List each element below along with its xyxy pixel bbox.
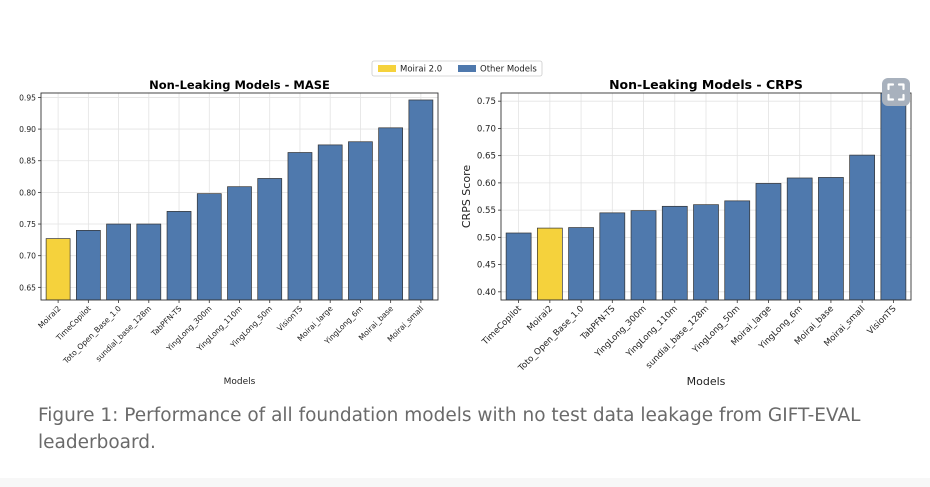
bar-moirai2 (536, 227, 563, 300)
y-tick-label: 0.65 (19, 283, 36, 292)
bottom-divider (0, 478, 930, 487)
y-tick-label: 0.45 (477, 261, 496, 271)
x-axis-label: Models (224, 377, 256, 387)
x-tick-label: VisionTS (866, 304, 899, 337)
x-tick-label: VisionTS (275, 304, 304, 333)
legend-label: Moirai 2.0 (400, 65, 442, 75)
x-axis-label: Models (687, 375, 726, 388)
bar-tabpfn-ts (166, 211, 192, 300)
chart-mase: 0.650.700.750.800.850.900.95Moirai2TimeC… (19, 78, 439, 387)
y-tick-label: 0.95 (19, 93, 36, 102)
bar-timecopilot (75, 230, 101, 300)
bar-yinglong-110m (227, 186, 252, 300)
bar-yinglong-300m (196, 193, 222, 300)
y-tick-label: 0.65 (477, 152, 496, 162)
y-tick-label: 0.80 (19, 188, 36, 197)
bars (45, 99, 434, 300)
legend-label: Other Models (480, 65, 537, 75)
bar-yinglong-300m (630, 210, 657, 300)
bar-visionts (287, 152, 313, 300)
bar-moirai-large (755, 183, 782, 300)
bar-sundial-base-128m (136, 223, 162, 300)
chart-title: Non-Leaking Models - MASE (149, 78, 330, 92)
y-tick-label: 0.90 (19, 125, 36, 134)
y-tick-label: 0.55 (477, 206, 496, 216)
chart-crps: 0.40 0.45 0.50 0.55 0.60 0.65 0.70 0.75 TimeCopi… (460, 77, 912, 388)
chart-title: Non-Leaking Models - CRPS (609, 77, 803, 92)
y-tick-label: 0.85 (19, 157, 36, 166)
bar-moirai-small (408, 99, 434, 300)
bar-yinglong-110m (661, 205, 688, 300)
x-tick-label: Moirai2 (525, 304, 554, 333)
bar-yinglong-50m (257, 178, 283, 300)
bar-visionts (880, 93, 907, 300)
x-tick-label: Moirai2 (36, 304, 62, 330)
bar-tabpfn-ts (599, 212, 626, 300)
y-tick-label: 0.60 (477, 179, 496, 189)
bar-timecopilot (505, 232, 532, 300)
bar-moirai-base (818, 177, 844, 300)
bars (505, 93, 907, 300)
legend-swatch (458, 65, 476, 72)
bar-toto-open-base-1-0 (106, 223, 131, 300)
x-tick-label: sundial_base_128m (94, 304, 153, 363)
bar-toto-open-base-1-0 (568, 227, 594, 300)
x-tick-label: Toto_Open_Base_1.0 (61, 304, 123, 366)
legend-swatch (378, 65, 396, 72)
bar-yinglong-6m (348, 141, 373, 300)
y-tick-label: 0.70 (477, 124, 496, 134)
y-tick-label: 0.70 (19, 252, 36, 261)
y-tick-label: 0.40 (477, 288, 496, 298)
expand-icon (887, 83, 905, 101)
y-tick-label: 0.75 (19, 220, 36, 229)
bar-moirai2 (45, 238, 71, 300)
bar-moirai-large (317, 144, 343, 300)
y-tick-label: 0.75 (477, 97, 496, 107)
bar-yinglong-6m (786, 177, 813, 300)
bar-sundial-base-128m (693, 204, 719, 300)
legend: Moirai 2.0 Other Models (371, 60, 543, 77)
y-axis-label: CRPS Score (460, 165, 473, 228)
y-tick-label: 0.50 (477, 233, 496, 243)
bar-yinglong-50m (724, 200, 751, 300)
bar-moirai-base (378, 127, 404, 300)
figure-caption: Figure 1: Performance of all foundation … (38, 405, 861, 453)
bar-moirai-small (849, 154, 876, 300)
expand-button[interactable] (882, 78, 910, 106)
legend-box (371, 60, 543, 77)
x-tick-label: TimeCopilot (480, 304, 524, 348)
